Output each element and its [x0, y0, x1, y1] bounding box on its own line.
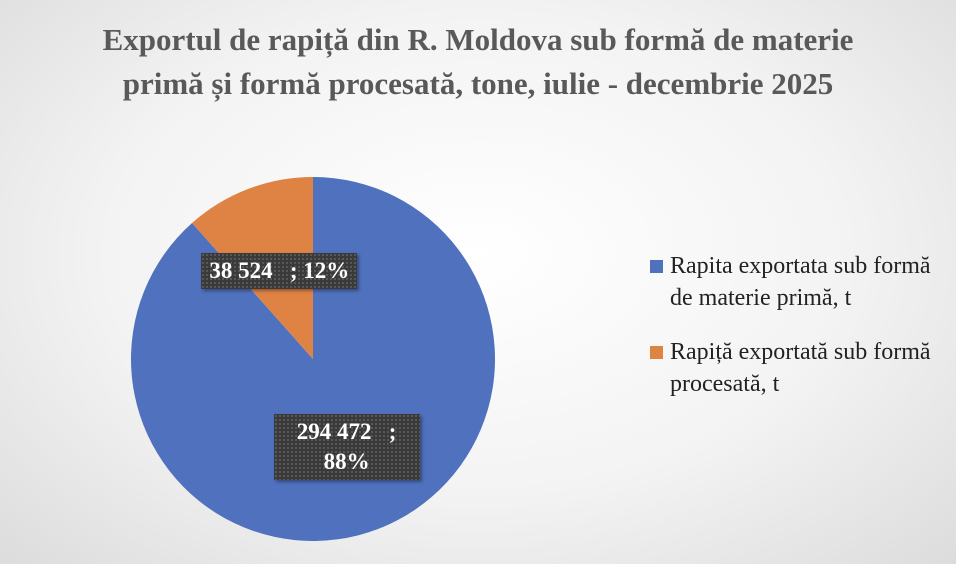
legend-label: Rapiță exportată sub formă procesată, t [670, 339, 931, 397]
legend-swatch [650, 346, 663, 359]
data-label: 294 472 ; 88% [273, 414, 420, 481]
data-label: 38 524 ; 12% [201, 252, 358, 289]
legend-item: Rapiță exportată sub formă procesată, t [648, 336, 948, 400]
legend-label: Rapita exportata sub formă de materie pr… [670, 253, 931, 311]
chart-title: Exportul de rapiță din R. Moldova sub fo… [102, 22, 854, 101]
legend-swatch [650, 260, 663, 273]
legend-item: Rapita exportata sub formă de materie pr… [648, 250, 948, 314]
legend: Rapita exportata sub formă de materie pr… [648, 250, 948, 422]
